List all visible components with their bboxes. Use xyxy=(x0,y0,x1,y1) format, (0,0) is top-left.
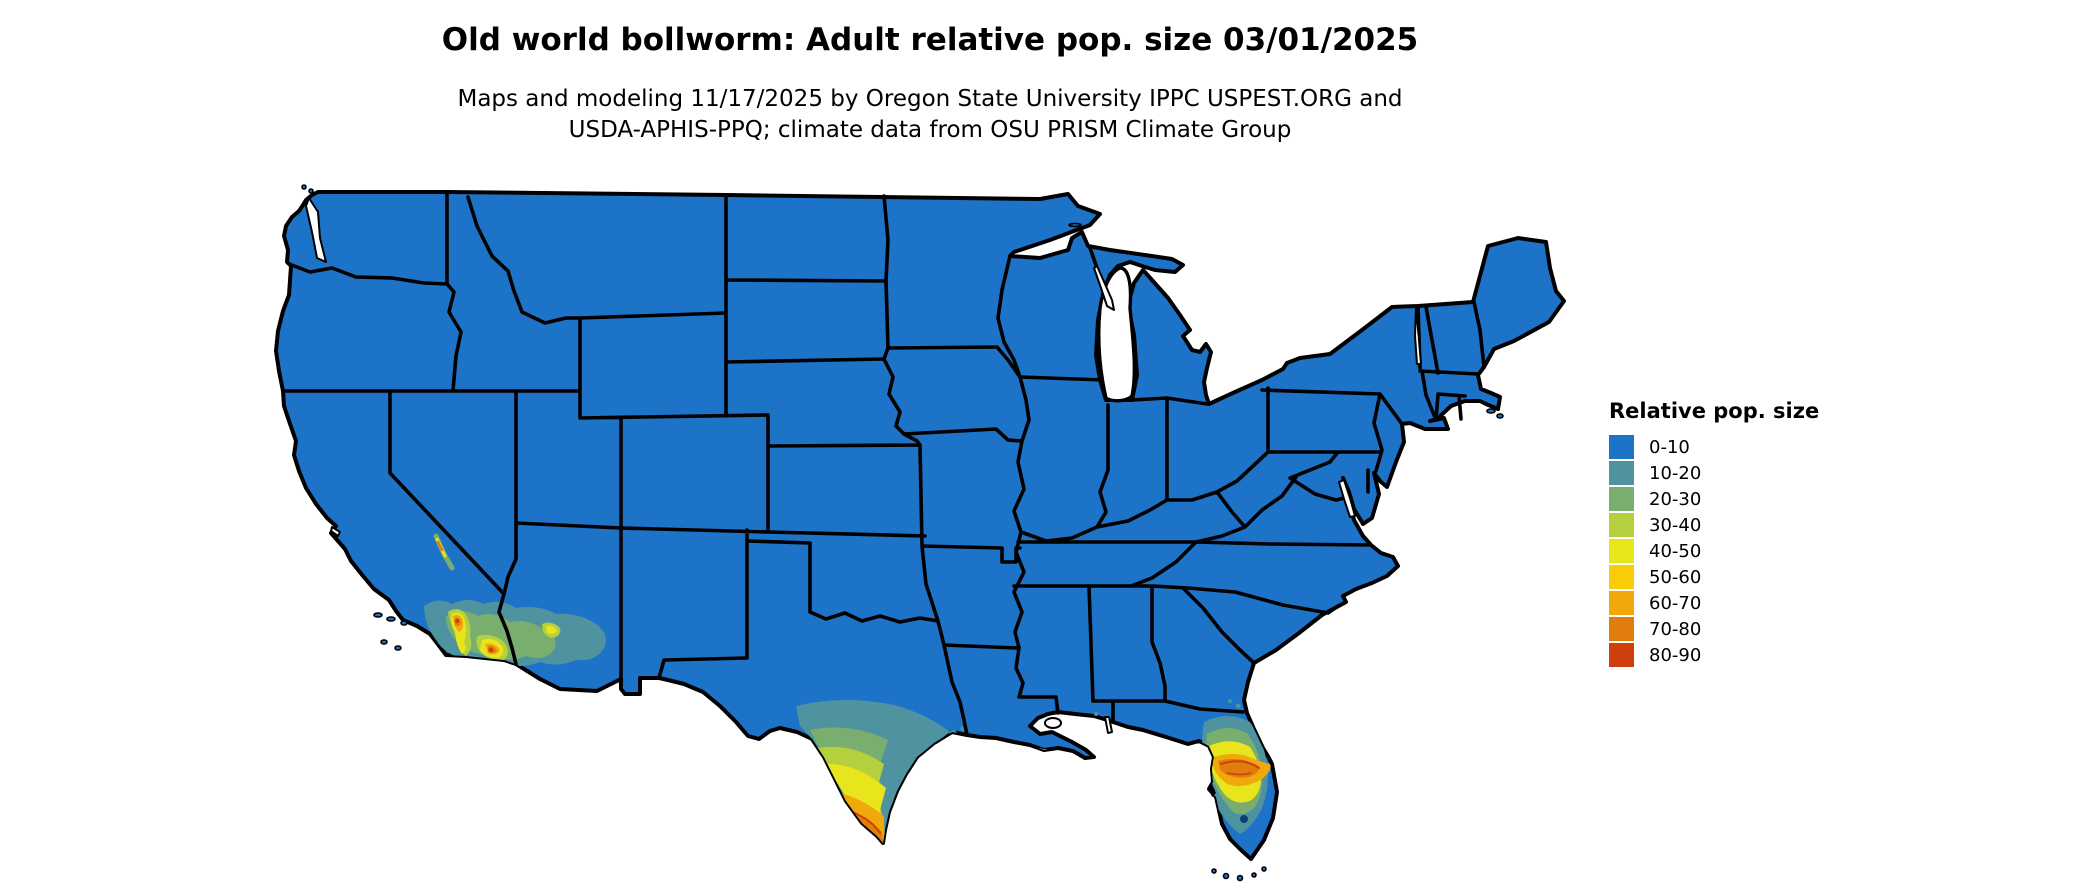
hotspot-south-texas xyxy=(796,700,966,843)
legend-swatch xyxy=(1609,643,1634,667)
lakes xyxy=(305,197,1422,797)
legend-swatch xyxy=(1609,539,1634,563)
hotspot-central-florida xyxy=(1202,699,1271,834)
mobile-bay xyxy=(1104,716,1113,734)
hotspot-layers xyxy=(424,533,1271,843)
legend-label: 30-40 xyxy=(1649,514,1702,536)
legend-item: 50-60 xyxy=(1609,564,1819,590)
legend-title: Relative pop. size xyxy=(1609,399,1820,423)
legend-label: 70-80 xyxy=(1649,618,1702,640)
legend-item: 70-80 xyxy=(1609,616,1819,642)
legend-swatch xyxy=(1609,435,1634,459)
legend-item: 40-50 xyxy=(1609,538,1819,564)
tampa-bay xyxy=(1208,782,1216,797)
chesapeake-bay xyxy=(1338,479,1356,518)
legend-swatch xyxy=(1609,513,1634,537)
legend-swatch xyxy=(1609,461,1634,485)
legend-label: 0-10 xyxy=(1649,436,1690,458)
lake-champlain xyxy=(1414,306,1422,365)
legend-item: 20-30 xyxy=(1609,486,1819,512)
florida-keys xyxy=(1211,868,1217,874)
legend-label: 40-50 xyxy=(1649,540,1702,562)
legend-label: 20-30 xyxy=(1649,488,1702,510)
legend-item: 60-70 xyxy=(1609,590,1819,616)
legend-item: 0-10 xyxy=(1609,434,1819,460)
lake-pontchartrain xyxy=(1044,717,1062,729)
legend-label: 50-60 xyxy=(1649,566,1702,588)
hotspot-death-valley-strip xyxy=(433,533,455,571)
figure-subtitle-line2: USDA-APHIS-PPQ; climate data from OSU PR… xyxy=(568,117,1292,143)
legend-item: 80-90 xyxy=(1609,642,1819,668)
nantucket-marthas-vineyard xyxy=(1486,408,1496,414)
lake-okeechobee xyxy=(1240,815,1248,823)
legend-swatch xyxy=(1609,617,1634,641)
legend-swatch xyxy=(1609,487,1634,511)
puget-sound xyxy=(305,197,327,263)
legend-item: 30-40 xyxy=(1609,512,1819,538)
san-juan-islands xyxy=(301,184,307,190)
legend-label: 60-70 xyxy=(1649,592,1702,614)
figure-title: Old world bollworm: Adult relative pop. … xyxy=(441,22,1419,58)
green-bay xyxy=(1093,265,1115,311)
islands xyxy=(301,184,1504,882)
legend-label: 80-90 xyxy=(1649,644,1702,666)
hotspot-southern-california-arizona xyxy=(424,600,606,666)
legend-rows: 0-10 10-20 20-30 30-40 40-50 50-60 60-70 70-80 8… xyxy=(1609,434,1819,668)
legend-swatch xyxy=(1609,565,1634,589)
legend: Relative pop. size 0-10 10-20 20-30 30-40 40… xyxy=(1609,399,1819,668)
legend-item: 10-20 xyxy=(1609,460,1819,486)
figure-subtitle: Maps and modeling 11/17/2025 by Oregon S… xyxy=(457,84,1402,146)
legend-swatch xyxy=(1609,591,1634,615)
figure-subtitle-line1: Maps and modeling 11/17/2025 by Oregon S… xyxy=(457,86,1403,112)
isle-royale xyxy=(1068,222,1082,228)
legend-label: 10-20 xyxy=(1649,462,1702,484)
channel-islands xyxy=(373,612,383,618)
san-francisco-bay xyxy=(330,526,341,537)
